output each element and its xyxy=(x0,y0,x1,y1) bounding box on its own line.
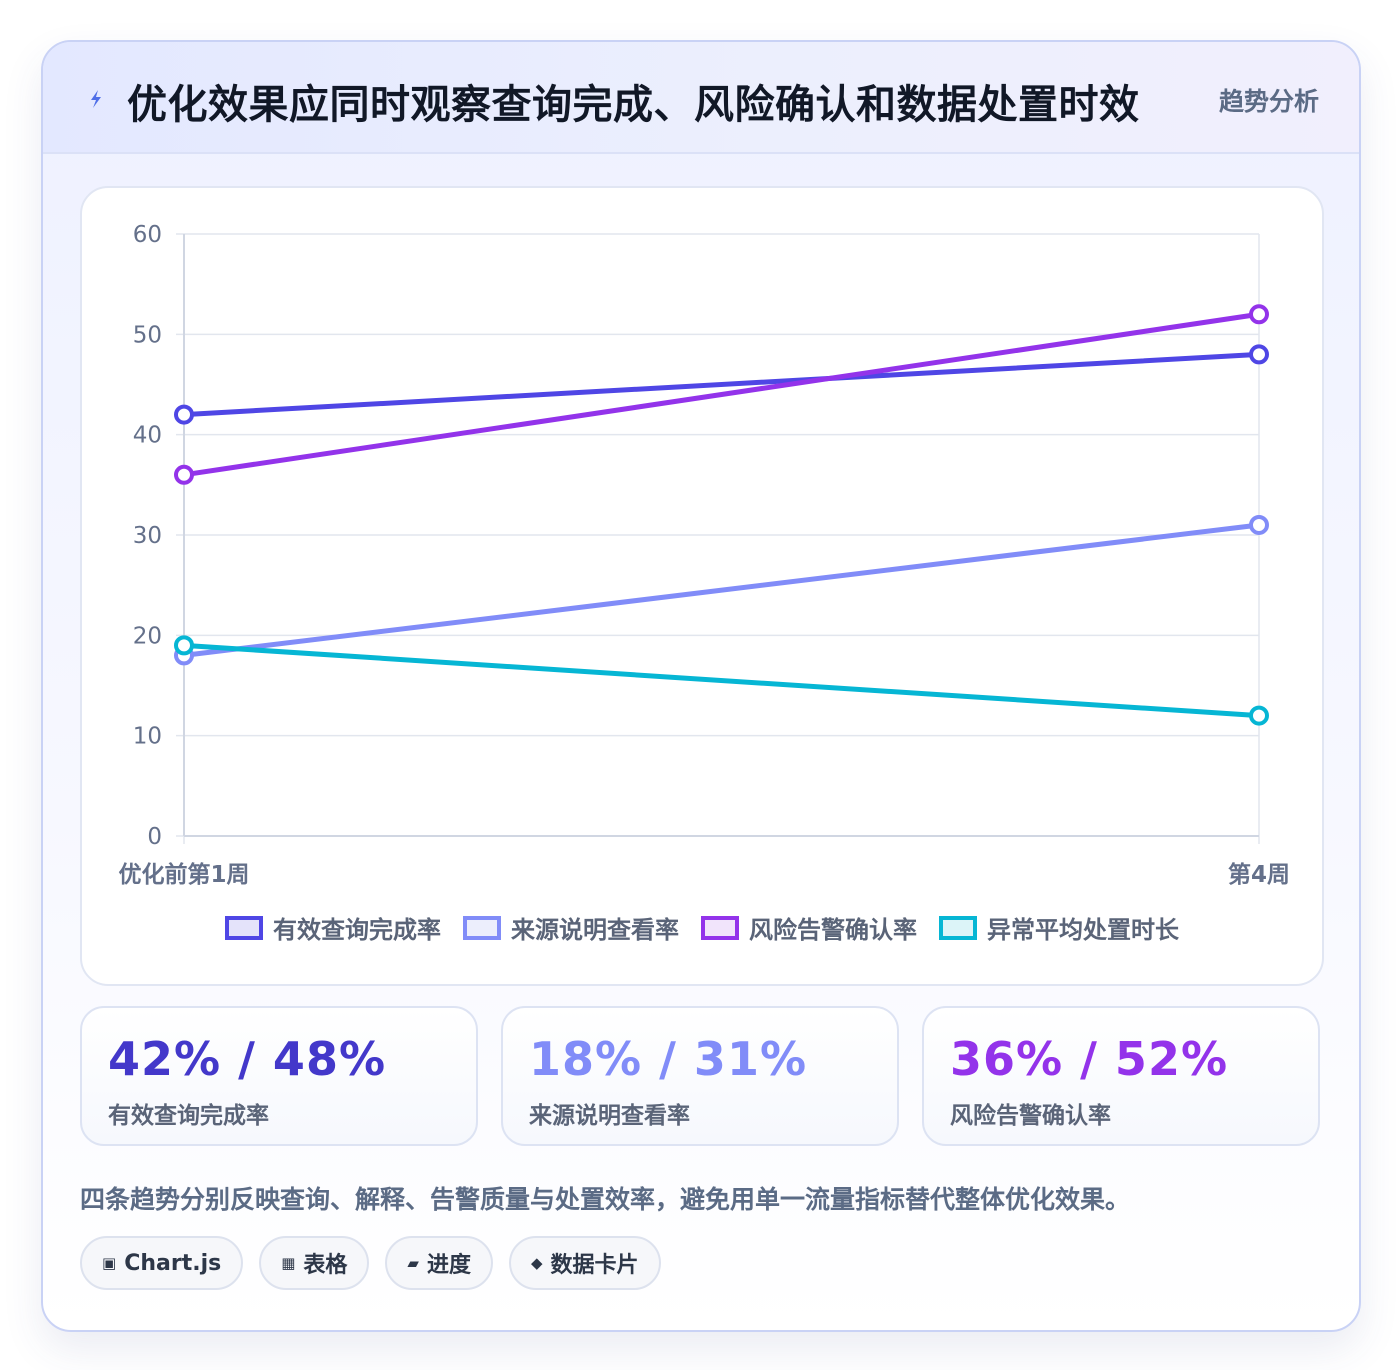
tag-table[interactable]: ▦ 表格 xyxy=(259,1236,370,1290)
chart-note: 四条趋势分别反映查询、解释、告警质量与处置效率，避免用单一流量指标替代整体优化效… xyxy=(80,1185,1131,1214)
tag-chartjs[interactable]: ▣ Chart.js xyxy=(80,1236,244,1290)
tag-label: Chart.js xyxy=(124,1250,222,1276)
legend-item[interactable]: 风险告警确认率 xyxy=(701,910,917,945)
legend-label: 有效查询完成率 xyxy=(273,916,441,944)
tag-progress[interactable]: ▰ 进度 xyxy=(385,1236,493,1290)
legend-item[interactable]: 来源说明查看率 xyxy=(463,910,679,945)
stat-value: 36% / 52% xyxy=(950,1032,1229,1086)
x-tick-label: 第4周 xyxy=(1228,861,1290,888)
tag-label: 数据卡片 xyxy=(550,1253,639,1278)
y-tick-label: 30 xyxy=(133,523,162,549)
y-tick-label: 50 xyxy=(133,322,162,348)
legend-item[interactable]: 异常平均处置时长 xyxy=(939,910,1179,945)
stat-value: 42% / 48% xyxy=(108,1032,387,1086)
page-title: 优化效果应同时观察查询完成、风险确认和数据处置时效 xyxy=(127,82,1140,128)
data-point xyxy=(174,464,194,485)
legend-item[interactable]: 有效查询完成率 xyxy=(225,910,441,945)
stat-label: 有效查询完成率 xyxy=(108,1103,269,1129)
legend-label: 异常平均处置时长 xyxy=(987,916,1179,944)
data-point xyxy=(1249,344,1269,365)
stat-card-risk: 36% / 52% 风险告警确认率 xyxy=(922,1006,1320,1146)
data-point xyxy=(174,404,194,425)
legend-label: 来源说明查看率 xyxy=(511,916,679,944)
series-line xyxy=(181,522,1262,658)
stat-value: 18% / 31% xyxy=(529,1032,808,1086)
legend-label: 风险告警确认率 xyxy=(749,916,917,944)
x-tick-label: 优化前第1周 xyxy=(118,861,249,888)
section-badge: 趋势分析 xyxy=(1218,87,1319,116)
stat-card-query: 42% / 48% 有效查询完成率 xyxy=(80,1006,478,1146)
legend-swatch xyxy=(701,915,739,940)
tag-label: 进度 xyxy=(426,1253,471,1278)
series-line xyxy=(181,351,1262,418)
progress-icon: ▰ xyxy=(407,1254,419,1272)
data-point xyxy=(1249,705,1269,726)
stat-card-source: 18% / 31% 来源说明查看率 xyxy=(501,1006,899,1146)
legend-swatch xyxy=(939,915,977,940)
chart-container: 0 10 20 30 40 50 60 优化前第1周 第4周 有效查询完成率 来源说明查看率 风险告… xyxy=(80,186,1324,986)
chart-legend: 有效查询完成率 来源说明查看率 风险告警确认率 异常平均处置时长 xyxy=(82,910,1322,945)
tag-data-card[interactable]: ◆ 数据卡片 xyxy=(508,1236,661,1290)
legend-swatch xyxy=(225,915,263,940)
trend-card: 优化效果应同时观察查询完成、风险确认和数据处置时效 趋势分析 0 10 20 30 40… xyxy=(41,40,1361,1332)
data-point xyxy=(1249,514,1269,535)
stat-label: 风险告警确认率 xyxy=(950,1103,1111,1129)
y-tick-label: 0 xyxy=(147,824,162,850)
tag-list: ▣ Chart.js ▦ 表格 ▰ 进度 ◆ 数据卡片 xyxy=(80,1236,661,1290)
grid-icon: ▦ xyxy=(281,1254,296,1272)
stat-label: 来源说明查看率 xyxy=(529,1103,690,1129)
square-icon: ▣ xyxy=(102,1254,117,1272)
diamond-icon: ◆ xyxy=(530,1254,543,1272)
lightning-icon xyxy=(91,90,101,108)
line-chart: 0 10 20 30 40 50 60 优化前第1周 第4周 xyxy=(118,222,1290,888)
y-tick-label: 60 xyxy=(133,222,162,248)
y-tick-label: 20 xyxy=(133,623,162,649)
card-header: 优化效果应同时观察查询完成、风险确认和数据处置时效 趋势分析 xyxy=(43,42,1359,154)
series-line xyxy=(181,642,1262,719)
legend-swatch xyxy=(463,915,501,940)
tag-label: 表格 xyxy=(303,1253,348,1278)
data-point xyxy=(1249,304,1269,325)
y-tick-label: 10 xyxy=(133,724,162,750)
y-tick-label: 40 xyxy=(133,423,162,449)
data-point xyxy=(174,635,194,656)
series-line xyxy=(181,311,1262,478)
